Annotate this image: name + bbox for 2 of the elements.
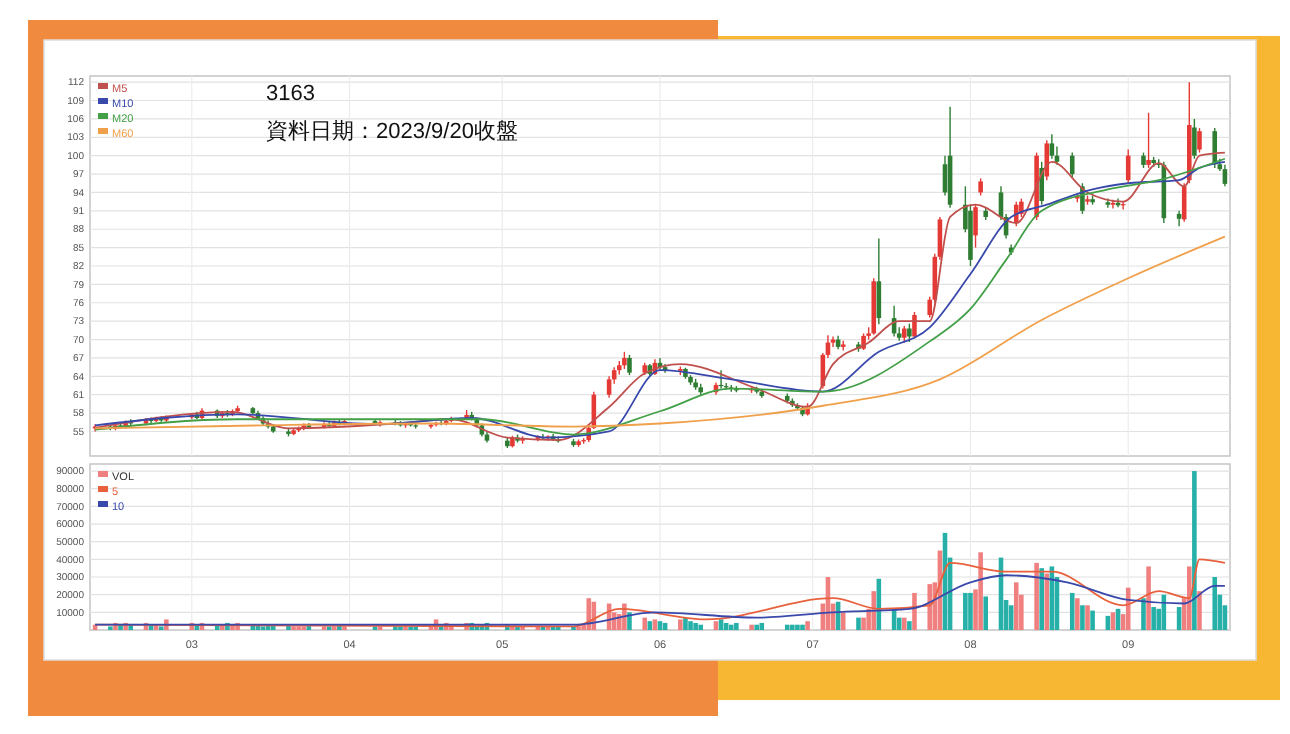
annotation: 3163 [266, 82, 315, 106]
annotation: 資料日期：2023/9/20收盤 [266, 118, 518, 144]
